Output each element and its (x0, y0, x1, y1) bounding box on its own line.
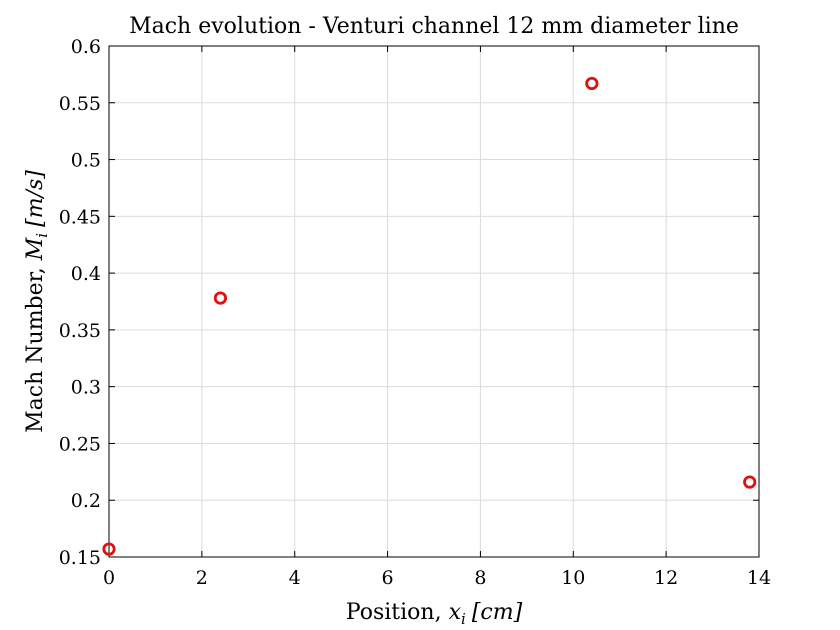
x-axis-label-var: x (449, 600, 462, 625)
x-tick-label: 8 (474, 567, 486, 589)
x-tick-label: 6 (382, 567, 394, 589)
x-tick-label: 12 (654, 567, 678, 589)
y-tick-label: 0.4 (71, 263, 101, 285)
chart-title: Mach evolution - Venturi channel 12 mm d… (129, 14, 739, 39)
x-tick-label: 2 (196, 567, 208, 589)
data-point (743, 475, 757, 489)
x-axis-label-unit: [cm] (472, 600, 523, 625)
x-tick-label: 10 (561, 567, 585, 589)
x-tick-label: 14 (747, 567, 771, 589)
grid-lines (108, 45, 760, 558)
data-point (213, 291, 228, 305)
y-tick-label: 0.5 (71, 150, 101, 172)
x-tick-label: 0 (103, 567, 115, 589)
x-axis-label-sub: i (461, 610, 466, 628)
y-tick-label: 0.45 (59, 206, 101, 228)
x-axis-ticks: 0 2 4 6 8 10 12 14 (103, 46, 771, 589)
x-tick-label: 4 (289, 567, 301, 589)
plot-area-frame (108, 45, 760, 558)
data-points (102, 76, 757, 556)
y-tick-label: 0.3 (71, 377, 101, 399)
y-axis-ticks: 0.15 0.2 0.25 0.3 0.35 0.4 0.45 0.5 0.55 0.6 (59, 36, 759, 569)
data-point (585, 76, 599, 91)
y-axis-label-var: M (23, 237, 48, 261)
y-axis-label-sub: i (33, 233, 51, 238)
x-axis-label-text: Position, (346, 600, 449, 625)
y-tick-label: 0.25 (59, 433, 101, 455)
y-axis-label-text: Mach Number, (23, 260, 48, 433)
x-axis-label: Position, xi [cm] (346, 600, 523, 628)
y-axis-label: Mach Number, Mi [m/s] (23, 170, 51, 433)
y-tick-label: 0.35 (59, 320, 101, 342)
y-tick-label: 0.15 (59, 547, 101, 569)
y-tick-label: 0.6 (71, 36, 101, 58)
y-tick-label: 0.2 (71, 490, 101, 512)
y-tick-label: 0.55 (59, 93, 101, 115)
data-point (102, 542, 116, 556)
y-axis-label-unit: [m/s] (23, 170, 48, 227)
